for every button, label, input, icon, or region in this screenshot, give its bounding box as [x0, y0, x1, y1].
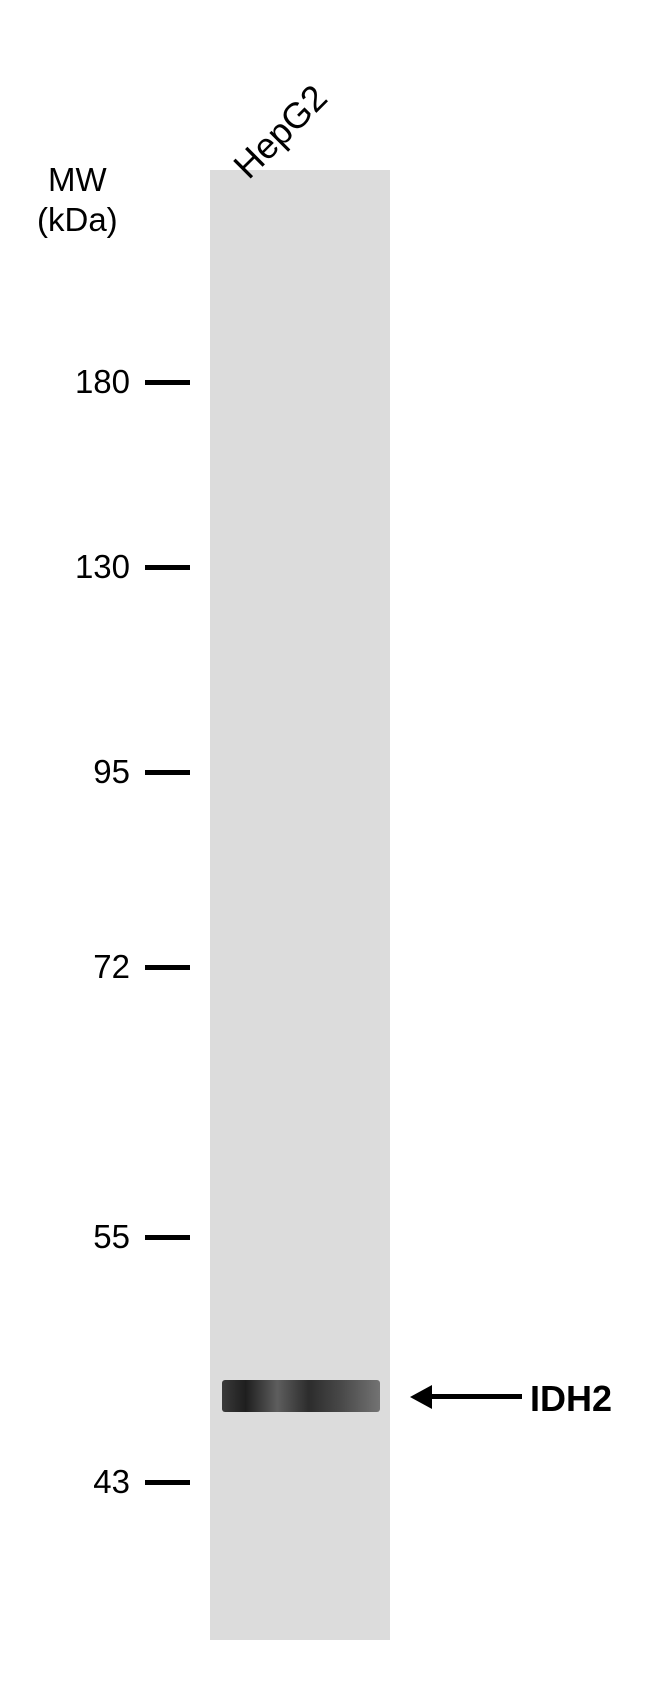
marker-tick-180 — [145, 380, 190, 385]
marker-tick-130 — [145, 565, 190, 570]
marker-43: 43 — [93, 1463, 130, 1501]
blot-container: MW (kDa) HepG2 180 130 95 72 55 43 IDH2 — [0, 0, 650, 1682]
marker-tick-55 — [145, 1235, 190, 1240]
protein-band — [222, 1380, 380, 1412]
marker-tick-43 — [145, 1480, 190, 1485]
mw-text-line1: MW — [48, 161, 107, 198]
marker-55: 55 — [93, 1218, 130, 1256]
marker-tick-95 — [145, 770, 190, 775]
mw-text-line2: (kDa) — [37, 201, 118, 238]
blot-lane — [210, 170, 390, 1640]
arrow-line — [430, 1394, 522, 1399]
marker-tick-72 — [145, 965, 190, 970]
marker-72: 72 — [93, 948, 130, 986]
arrow-head-icon — [410, 1385, 432, 1409]
target-label: IDH2 — [530, 1378, 612, 1420]
marker-130: 130 — [75, 548, 130, 586]
marker-95: 95 — [93, 753, 130, 791]
marker-180: 180 — [75, 363, 130, 401]
mw-axis-label: MW (kDa) — [37, 160, 118, 239]
